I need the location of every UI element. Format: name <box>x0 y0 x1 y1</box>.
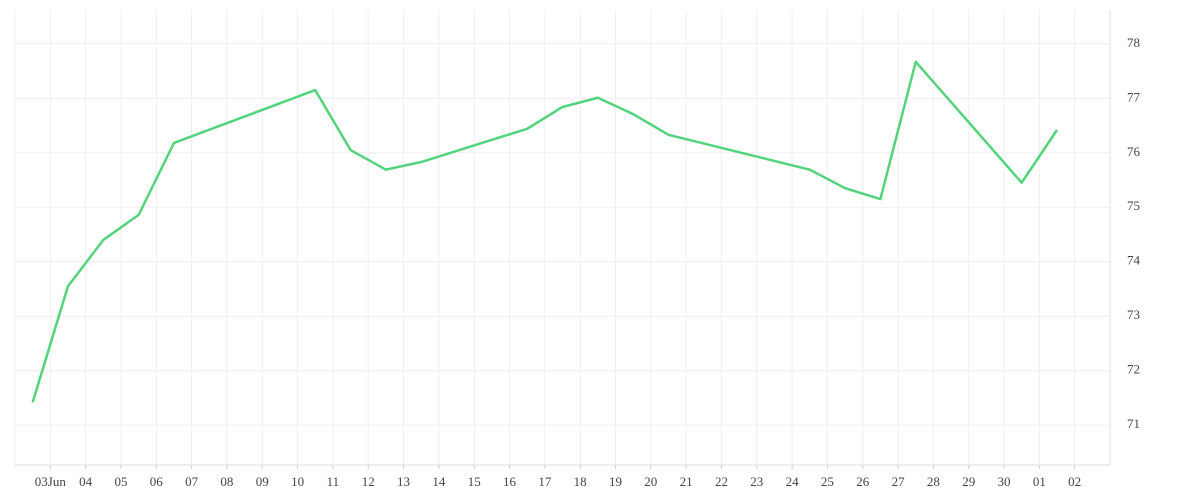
x-tick-label: 13 <box>397 474 410 489</box>
y-tick-label: 78 <box>1127 35 1140 50</box>
x-tick-label: 11 <box>327 474 340 489</box>
x-tick-label: 03Jun <box>35 474 67 489</box>
x-tick-label: 28 <box>927 474 940 489</box>
y-tick-label: 76 <box>1127 144 1141 159</box>
x-tick-label: 14 <box>432 474 446 489</box>
x-tick-label: 08 <box>220 474 233 489</box>
x-tick-label: 27 <box>892 474 906 489</box>
x-tick-label: 30 <box>998 474 1011 489</box>
y-tick-label: 74 <box>1127 253 1141 268</box>
x-tick-label: 24 <box>786 474 800 489</box>
x-tick-label: 04 <box>79 474 93 489</box>
x-tick-label: 09 <box>256 474 269 489</box>
x-tick-label: 25 <box>821 474 834 489</box>
line <box>31 60 1059 403</box>
x-tick-label: 16 <box>503 474 517 489</box>
x-tick-label: 22 <box>715 474 728 489</box>
x-tick-label: 17 <box>538 474 552 489</box>
x-tick-label: 29 <box>962 474 975 489</box>
y-tick-label: 71 <box>1127 416 1140 431</box>
x-tick-label: 23 <box>750 474 763 489</box>
x-tick-label: 21 <box>680 474 693 489</box>
x-tick-label: 10 <box>291 474 304 489</box>
x-tick-label: 07 <box>185 474 199 489</box>
x-tick-label: 06 <box>150 474 164 489</box>
x-tick-label: 18 <box>574 474 587 489</box>
x-tick-label: 12 <box>362 474 375 489</box>
x-tick-label: 15 <box>468 474 481 489</box>
x-tick-label: 26 <box>856 474 870 489</box>
x-tick-label: 19 <box>609 474 622 489</box>
y-tick-label: 77 <box>1127 89 1141 104</box>
x-tick-label: 20 <box>644 474 657 489</box>
y-tick-label: 75 <box>1127 198 1140 213</box>
x-tick-label: 02 <box>1068 474 1081 489</box>
x-tick-label: 05 <box>114 474 127 489</box>
y-tick-label: 72 <box>1127 362 1140 377</box>
x-tick-label: 01 <box>1033 474 1046 489</box>
y-tick-label: 73 <box>1127 307 1140 322</box>
